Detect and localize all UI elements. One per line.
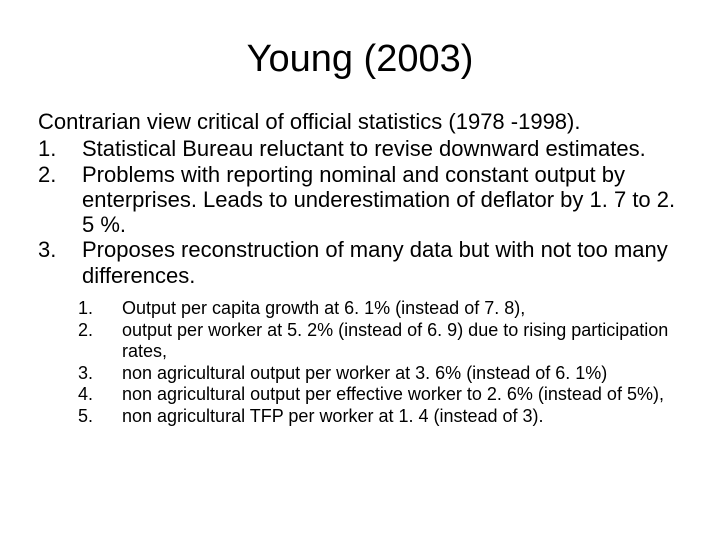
list-number: 2. xyxy=(38,162,78,238)
list-item: Proposes reconstruction of many data but… xyxy=(82,237,682,288)
list-item: non agricultural TFP per worker at 1. 4 … xyxy=(122,406,682,428)
list-item: output per worker at 5. 2% (instead of 6… xyxy=(122,320,682,363)
list-item: Statistical Bureau reluctant to revise d… xyxy=(82,136,682,161)
list-number: 2. xyxy=(78,320,118,363)
slide-title: Young (2003) xyxy=(38,38,682,81)
list-number: 1. xyxy=(78,298,118,320)
list-number: 4. xyxy=(78,384,118,406)
sub-list: 1. Output per capita growth at 6. 1% (in… xyxy=(78,298,682,428)
list-number: 1. xyxy=(38,136,78,161)
list-number: 5. xyxy=(78,406,118,428)
list-item: non agricultural output per effective wo… xyxy=(122,384,682,406)
main-list: 1. Statistical Bureau reluctant to revis… xyxy=(38,136,682,288)
slide: Young (2003) Contrarian view critical of… xyxy=(0,0,720,540)
list-number: 3. xyxy=(38,237,78,288)
list-item: non agricultural output per worker at 3.… xyxy=(122,363,682,385)
list-item: Output per capita growth at 6. 1% (inste… xyxy=(122,298,682,320)
list-number: 3. xyxy=(78,363,118,385)
list-item: Problems with reporting nominal and cons… xyxy=(82,162,682,238)
intro-text: Contrarian view critical of official sta… xyxy=(38,109,682,134)
